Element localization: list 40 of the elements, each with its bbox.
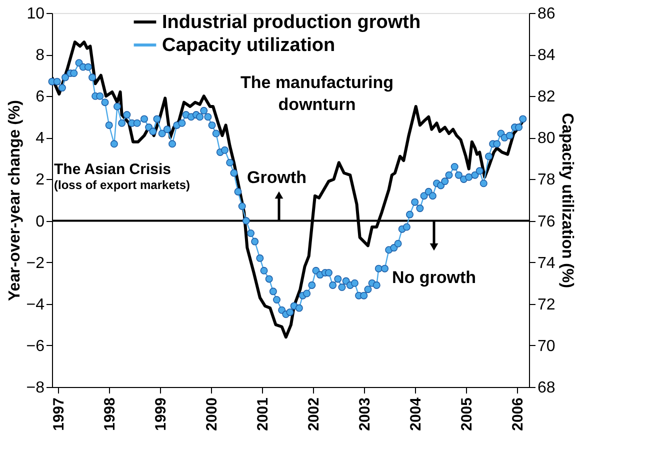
y-tick-label: −2 [26, 254, 45, 272]
y-tick-label: 0 [36, 213, 45, 230]
y2-axis-title: Capacity utilization (%) [558, 112, 576, 288]
annotation: downturn [278, 95, 356, 114]
y-tick-label: −4 [26, 296, 45, 314]
x-tick-label: 1998 [102, 398, 119, 431]
x-tick-label: 1997 [50, 398, 68, 431]
x-tick-label: 2003 [356, 398, 374, 431]
annotation: Growth [247, 168, 306, 187]
y2-tick-label: 78 [538, 172, 556, 189]
legend-label: Capacity utilization [162, 35, 336, 56]
x-tick-label: 1999 [152, 398, 170, 431]
legend-label: Industrial production growth [162, 12, 421, 33]
annotation: (loss of export markets) [54, 178, 190, 192]
x-tick-label: 2005 [458, 398, 476, 431]
y-tick-label: 6 [36, 88, 45, 106]
y2-tick-label: 68 [538, 380, 556, 396]
y-tick-label: −8 [26, 380, 45, 396]
y2-tick-label: 72 [538, 296, 556, 314]
x-tick-label: 2006 [509, 398, 526, 431]
x-tick-label: 2002 [305, 398, 322, 431]
annotation: The Asian Crisis [54, 161, 171, 178]
y2-tick-label: 84 [538, 47, 556, 64]
y-axis-title: Year-over-year change (%) [6, 100, 24, 301]
y2-tick-label: 74 [538, 254, 556, 272]
y2-tick-label: 82 [538, 88, 556, 106]
y2-tick-label: 86 [538, 6, 556, 22]
x-tick-label: 2004 [407, 396, 424, 431]
annotation: The manufacturing [240, 73, 394, 92]
y2-tick-label: 70 [538, 338, 556, 355]
y2-tick-label: 76 [538, 213, 556, 230]
y-tick-label: −6 [26, 338, 45, 355]
y-tick-label: 8 [36, 47, 45, 64]
y-tick-label: 10 [26, 6, 45, 22]
x-tick-label: 2000 [204, 398, 220, 431]
annotation: No growth [392, 268, 476, 287]
y-tick-label: 4 [36, 130, 45, 148]
x-tick-label: 2001 [254, 398, 272, 431]
y-tick-label: 2 [36, 172, 45, 189]
y2-tick-label: 80 [538, 130, 556, 148]
